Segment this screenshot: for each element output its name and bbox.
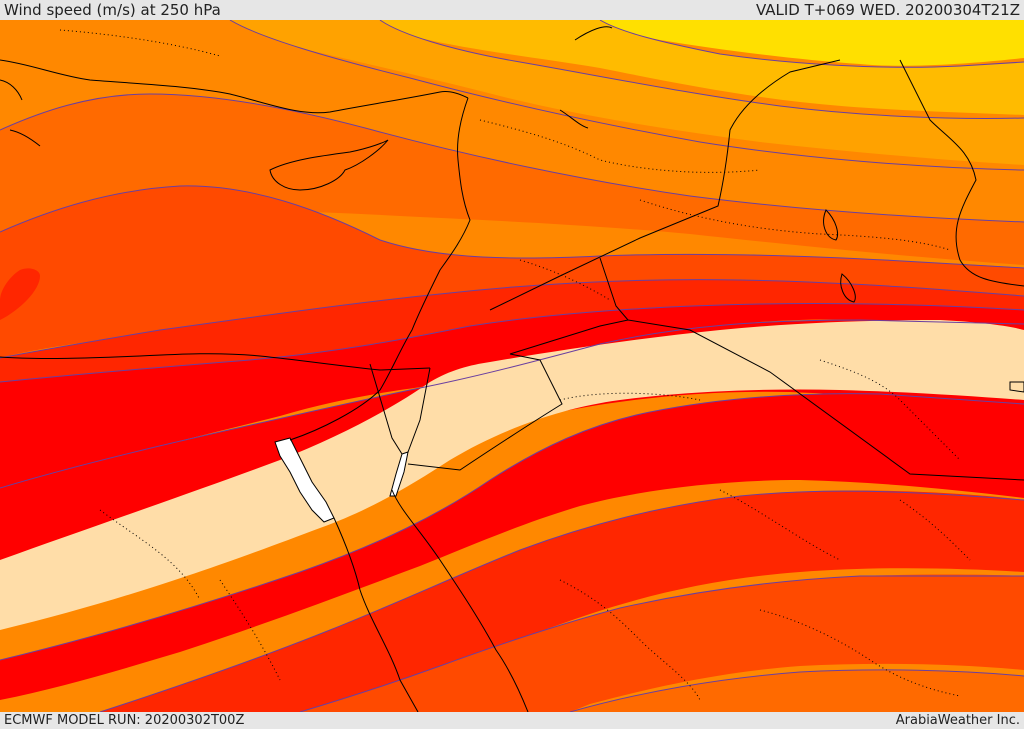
credit-label: ArabiaWeather Inc.	[895, 713, 1020, 728]
header-bar: Wind speed (m/s) at 250 hPa VALID T+069 …	[0, 0, 1024, 20]
band-red-orange-5	[300, 574, 1024, 712]
model-run-label: ECMWF MODEL RUN: 20200302T00Z	[4, 713, 245, 728]
band-light-orange	[380, 20, 1024, 115]
footer-bar: ECMWF MODEL RUN: 20200302T00Z ArabiaWeat…	[0, 712, 1024, 729]
band-jet-core	[0, 320, 1024, 630]
red-sea-north-strip	[274, 437, 335, 523]
band-yellow	[600, 20, 1024, 66]
band-red-3	[0, 393, 1024, 700]
admin-boundaries	[59, 29, 971, 701]
band-orange-1	[230, 20, 1024, 165]
cyprus-outline	[269, 139, 389, 191]
band-red-orange-4	[100, 490, 1024, 712]
coastlines-and-borders	[0, 26, 1024, 712]
band-red-orange-1	[0, 185, 1024, 358]
band-orange-4	[570, 669, 1024, 712]
band-orange-3	[0, 94, 1024, 265]
band-orange-2	[0, 20, 1024, 220]
wind-speed-map[interactable]	[0, 20, 1024, 712]
map-title: Wind speed (m/s) at 250 hPa	[4, 1, 221, 19]
valid-time: VALID T+069 WED. 20200304T21Z	[755, 1, 1020, 19]
band-red-orange-2	[0, 268, 40, 320]
